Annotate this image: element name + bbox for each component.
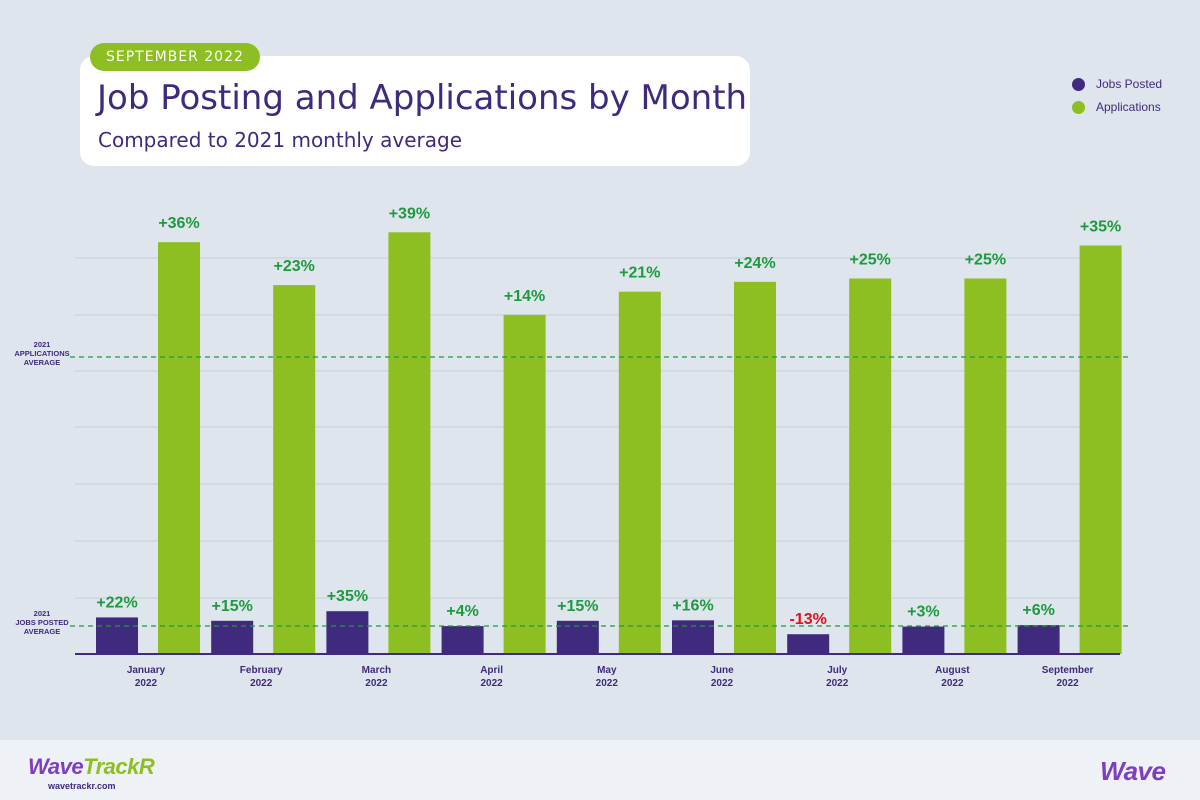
chart-subtitle: Compared to 2021 monthly average bbox=[98, 128, 463, 152]
x-tick-month-3: April bbox=[480, 665, 503, 676]
data-label-applications-2: +39% bbox=[389, 205, 430, 222]
bar-applications-2 bbox=[388, 232, 431, 655]
data-label-jobs-posted-8: +6% bbox=[1022, 602, 1054, 619]
data-label-jobs-posted-2: +35% bbox=[327, 588, 368, 605]
x-tick-month-5: June bbox=[710, 665, 734, 676]
data-label-jobs-posted-4: +15% bbox=[557, 598, 598, 615]
bar-jobs-posted-7 bbox=[902, 626, 945, 654]
data-label-applications-0: +36% bbox=[158, 215, 199, 232]
legend-item-jobs-posted: Jobs Posted bbox=[1072, 74, 1162, 94]
data-label-applications-4: +21% bbox=[619, 265, 660, 282]
legend: Jobs Posted Applications bbox=[1072, 74, 1162, 120]
data-label-jobs-posted-5: +16% bbox=[672, 597, 713, 614]
reference-label-0-1: APPLICATIONS bbox=[14, 349, 69, 358]
bar-applications-8 bbox=[1079, 245, 1122, 654]
reference-label-0-0: 2021 bbox=[34, 340, 51, 349]
website-url: wavetrackr.com bbox=[48, 781, 116, 791]
legend-swatch-applications bbox=[1072, 100, 1085, 114]
legend-item-applications: Applications bbox=[1072, 97, 1162, 117]
data-label-jobs-posted-6: -13% bbox=[790, 611, 827, 628]
x-tick-year-6: 2022 bbox=[826, 678, 849, 689]
bar-applications-4 bbox=[618, 291, 661, 654]
legend-swatch-jobs-posted bbox=[1072, 77, 1085, 91]
chart-title: Job Posting and Applications by Month bbox=[97, 78, 748, 118]
x-tick-month-0: January bbox=[127, 665, 166, 676]
data-label-jobs-posted-7: +3% bbox=[907, 604, 939, 621]
x-tick-month-1: February bbox=[240, 665, 283, 676]
footer-band bbox=[0, 740, 1200, 800]
data-label-applications-8: +35% bbox=[1080, 219, 1121, 236]
bar-applications-6 bbox=[849, 278, 892, 654]
wave-logo: Wave bbox=[1100, 756, 1166, 786]
data-label-applications-5: +24% bbox=[734, 255, 775, 272]
legend-label-jobs-posted: Jobs Posted bbox=[1096, 77, 1163, 91]
bar-jobs-posted-2 bbox=[326, 611, 369, 654]
data-label-applications-3: +14% bbox=[504, 288, 545, 305]
x-tick-month-2: March bbox=[362, 665, 391, 676]
reference-label-0-2: AVERAGE bbox=[24, 358, 61, 367]
legend-label-applications: Applications bbox=[1096, 100, 1161, 114]
x-tick-month-6: July bbox=[827, 665, 847, 676]
reference-label-1-2: AVERAGE bbox=[24, 627, 61, 636]
data-label-applications-7: +25% bbox=[965, 252, 1006, 269]
data-label-jobs-posted-0: +22% bbox=[96, 594, 137, 611]
x-tick-month-4: May bbox=[597, 665, 617, 676]
date-badge: SEPTEMBER 2022 bbox=[90, 43, 260, 71]
data-label-applications-6: +25% bbox=[850, 252, 891, 269]
logo-wave-text: Wave bbox=[28, 754, 84, 779]
data-label-jobs-posted-3: +4% bbox=[446, 603, 478, 620]
data-label-applications-1: +23% bbox=[274, 258, 315, 275]
x-tick-year-4: 2022 bbox=[596, 678, 619, 689]
bar-applications-5 bbox=[734, 281, 776, 654]
x-tick-month-7: August bbox=[935, 665, 970, 676]
bar-chart: +22% +36% January 2022 +15% +23% February 2022 +… bbox=[14, 205, 1132, 689]
bar-jobs-posted-5 bbox=[672, 620, 714, 654]
bar-jobs-posted-6 bbox=[787, 634, 830, 654]
data-label-jobs-posted-1: +15% bbox=[212, 598, 253, 615]
x-tick-year-8: 2022 bbox=[1056, 678, 1079, 689]
x-tick-year-2: 2022 bbox=[365, 678, 388, 689]
bar-applications-1 bbox=[273, 285, 316, 654]
x-tick-year-0: 2022 bbox=[135, 678, 158, 689]
bar-jobs-posted-0 bbox=[96, 617, 138, 654]
bar-jobs-posted-3 bbox=[441, 626, 484, 654]
x-tick-year-1: 2022 bbox=[250, 678, 273, 689]
bar-applications-3 bbox=[503, 314, 546, 654]
x-tick-year-7: 2022 bbox=[941, 678, 964, 689]
reference-label-1-0: 2021 bbox=[34, 609, 51, 618]
wavetrackr-logo: WaveTrackR bbox=[28, 754, 155, 780]
x-tick-month-8: September bbox=[1042, 665, 1094, 676]
bar-jobs-posted-8 bbox=[1017, 625, 1060, 654]
bar-applications-7 bbox=[964, 278, 1007, 654]
title-card bbox=[80, 56, 750, 166]
bar-applications-0 bbox=[158, 242, 200, 654]
x-tick-year-3: 2022 bbox=[480, 678, 503, 689]
reference-label-1-1: JOBS POSTED bbox=[15, 618, 69, 627]
logo-trackr-text: TrackR bbox=[83, 754, 155, 779]
x-tick-year-5: 2022 bbox=[711, 678, 734, 689]
